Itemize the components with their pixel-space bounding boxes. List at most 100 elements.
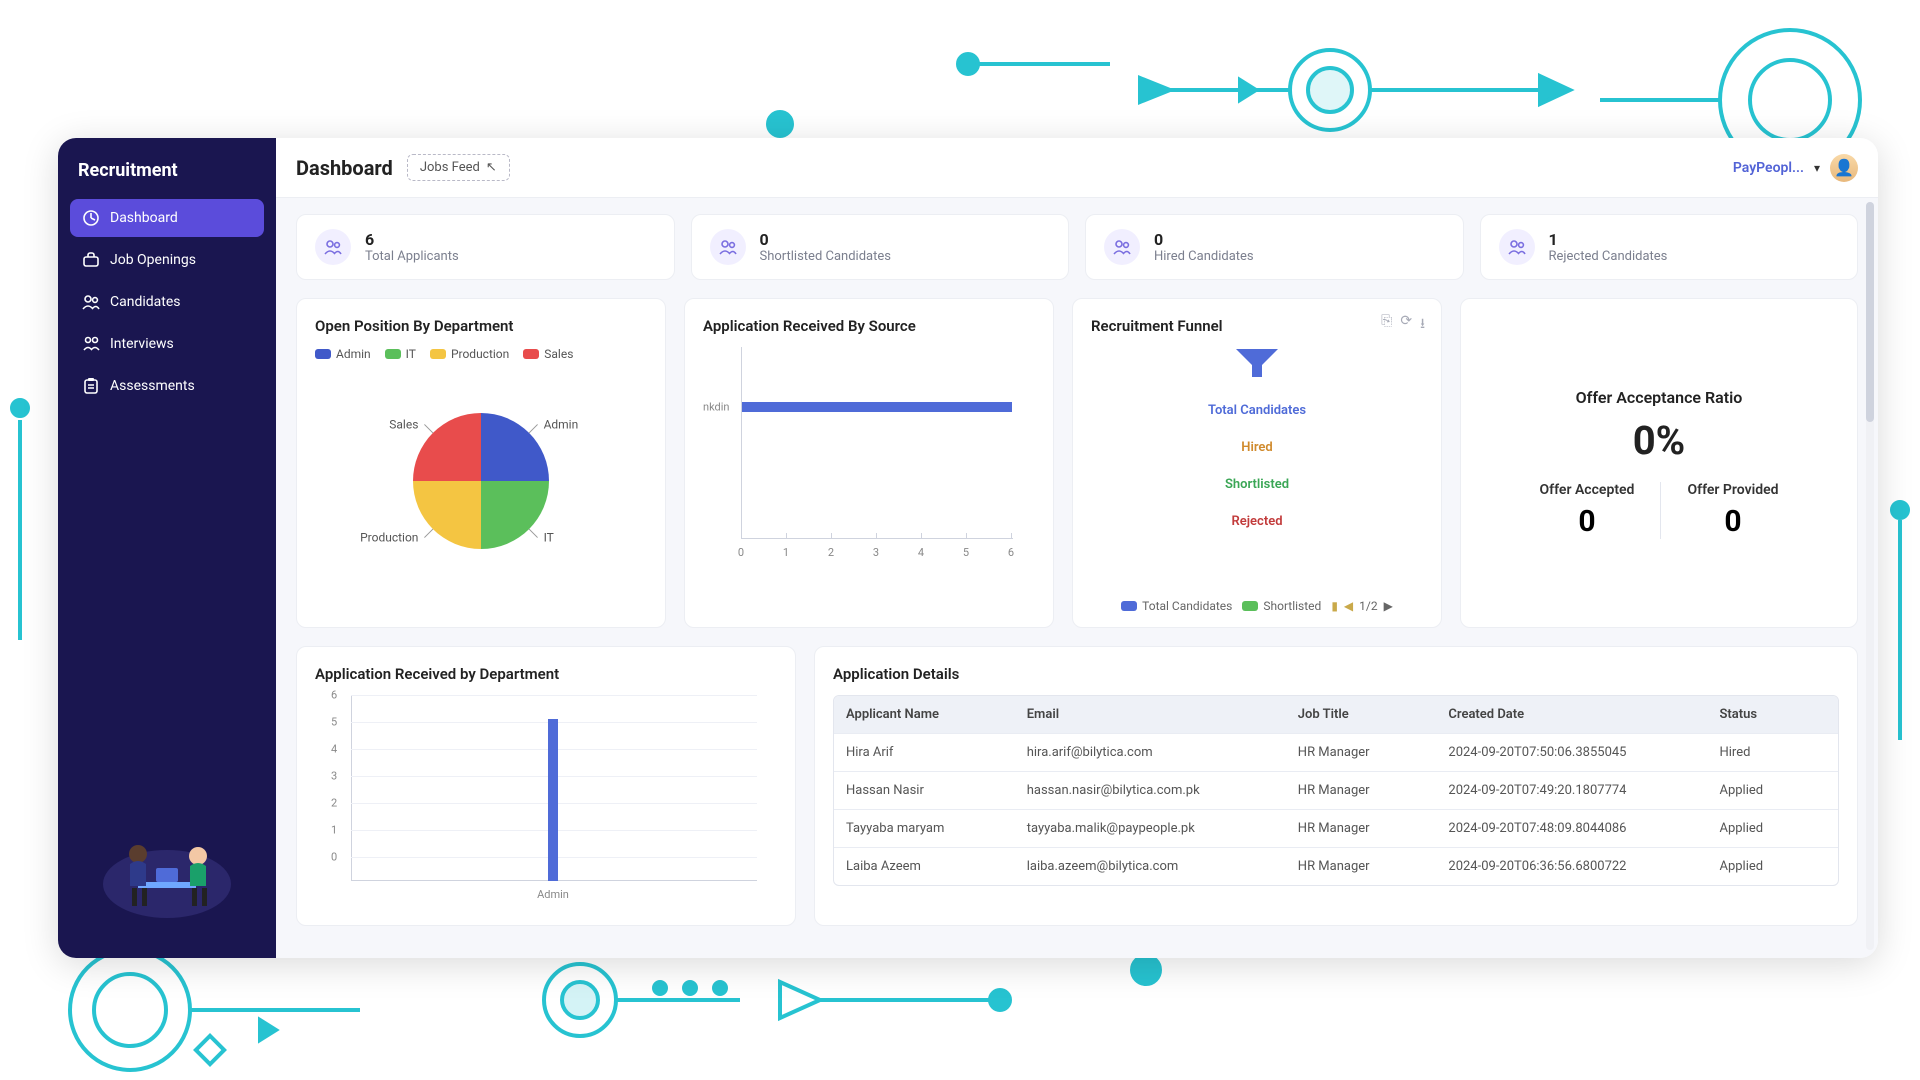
bottom-row: Application Received by Department 01234… (296, 646, 1858, 926)
sidebar-item-interviews[interactable]: Interviews (70, 325, 264, 363)
table-cell: 2024-09-20T06:36:56.6800722 (1436, 848, 1707, 885)
offer-ratio-card: Offer Acceptance Ratio 0% Offer Accepted… (1460, 298, 1858, 628)
table-row[interactable]: Hassan Nasirhassan.nasir@bilytica.com.pk… (834, 771, 1838, 809)
table-cell: Applied (1707, 810, 1838, 847)
funnel-card: Recruitment Funnel ⎘ ⟳ ⭳ Total Candidate… (1072, 298, 1442, 628)
kpi-card: 0Shortlisted Candidates (691, 214, 1070, 280)
interview-icon (82, 335, 100, 353)
sidebar-item-dashboard[interactable]: Dashboard (70, 199, 264, 237)
pie-legend: Admin IT Production Sales (315, 347, 647, 361)
sidebar-title: Recruitment (70, 160, 264, 199)
kpi-row: 6Total Applicants0Shortlisted Candidates… (296, 214, 1858, 280)
funnel-stage: Hired (1241, 440, 1272, 455)
table-cell: 2024-09-20T07:50:06.3855045 (1436, 734, 1707, 771)
pager-first-icon[interactable]: ▮ (1331, 599, 1338, 613)
briefcase-icon (82, 251, 100, 269)
funnel-legend: Total Candidates Shortlisted ▮ ◀ 1/2 ▶ (1073, 599, 1441, 613)
user-menu-label[interactable]: PayPeopl... (1733, 160, 1804, 176)
kpi-value: 0 (1154, 230, 1254, 249)
offer-accepted-label: Offer Accepted (1539, 482, 1634, 498)
table-column-header[interactable]: Created Date (1436, 696, 1707, 733)
table-cell: Applied (1707, 848, 1838, 885)
table-row[interactable]: Hira Arifhira.arif@bilytica.comHR Manage… (834, 733, 1838, 771)
table-cell: HR Manager (1286, 734, 1437, 771)
sidebar-item-label: Dashboard (110, 210, 178, 226)
main-area: Dashboard Jobs Feed ↖ PayPeopl... ▾ 👤 6T… (276, 138, 1878, 958)
kpi-card: 1Rejected Candidates (1480, 214, 1859, 280)
funnel-pager: ▮ ◀ 1/2 ▶ (1331, 599, 1393, 613)
card-title: Open Position By Department (315, 317, 647, 335)
table-cell: Applied (1707, 772, 1838, 809)
card-title: Application Details (833, 665, 1839, 683)
pie-chart: AdminITProductionSales (351, 371, 611, 571)
kpi-label: Total Applicants (365, 249, 459, 264)
legend-item: Shortlisted (1242, 599, 1321, 613)
funnel-stage: Total Candidates (1208, 403, 1306, 418)
table-cell: Hassan Nasir (834, 772, 1015, 809)
offer-title: Offer Acceptance Ratio (1576, 388, 1743, 407)
scrollbar[interactable] (1866, 202, 1874, 950)
dashboard-icon (82, 209, 100, 227)
funnel-tools: ⎘ ⟳ ⭳ (1381, 313, 1425, 337)
table-column-header[interactable]: Job Title (1286, 696, 1437, 733)
kpi-value: 6 (365, 230, 459, 249)
sidebar-item-label: Job Openings (110, 252, 196, 268)
offer-percent: 0% (1633, 417, 1686, 464)
legend-item: Production (430, 347, 509, 361)
funnel-stage: Shortlisted (1225, 477, 1289, 492)
pager-next-icon[interactable]: ▶ (1384, 599, 1393, 613)
clipboard-icon (82, 377, 100, 395)
app-details-card: Application Details Applicant NameEmailJ… (814, 646, 1858, 926)
app-window: Recruitment Dashboard Job Openings Candida… (58, 138, 1878, 958)
app-source-card: Application Received By Source 0123456nk… (684, 298, 1054, 628)
table-column-header[interactable]: Status (1707, 696, 1838, 733)
card-title: Application Received by Department (315, 665, 777, 683)
funnel-stage: Rejected (1231, 514, 1282, 529)
sidebar-item-job-openings[interactable]: Job Openings (70, 241, 264, 279)
legend-item: Total Candidates (1121, 599, 1232, 613)
copy-icon[interactable]: ⎘ (1381, 313, 1392, 337)
avatar[interactable]: 👤 (1830, 154, 1858, 182)
svg-text:IT: IT (544, 531, 554, 545)
kpi-label: Rejected Candidates (1549, 249, 1668, 264)
table-cell: hassan.nasir@bilytica.com.pk (1015, 772, 1286, 809)
table-column-header[interactable]: Applicant Name (834, 696, 1015, 733)
refresh-icon[interactable]: ⟳ (1400, 313, 1412, 337)
jobs-feed-label: Jobs Feed (420, 160, 480, 175)
pager-prev-icon[interactable]: ◀ (1344, 599, 1353, 613)
offer-provided-value: 0 (1687, 504, 1778, 539)
app-dept-card: Application Received by Department 01234… (296, 646, 796, 926)
table-column-header[interactable]: Email (1015, 696, 1286, 733)
card-title: Recruitment Funnel (1091, 317, 1423, 335)
kpi-label: Shortlisted Candidates (760, 249, 891, 264)
kpi-label: Hired Candidates (1154, 249, 1254, 264)
table-cell: tayyaba.malik@paypeople.pk (1015, 810, 1286, 847)
kpi-value: 0 (760, 230, 891, 249)
table-cell: 2024-09-20T07:49:20.1807774 (1436, 772, 1707, 809)
offer-accepted-value: 0 (1539, 504, 1634, 539)
sidebar-item-candidates[interactable]: Candidates (70, 283, 264, 321)
legend-item: Admin (315, 347, 371, 361)
download-icon[interactable]: ⭳ (1420, 313, 1425, 337)
sidebar-item-assessments[interactable]: Assessments (70, 367, 264, 405)
table-cell: Hired (1707, 734, 1838, 771)
card-title: Application Received By Source (703, 317, 1035, 335)
chevron-down-icon[interactable]: ▾ (1814, 161, 1820, 175)
jobs-feed-button[interactable]: Jobs Feed ↖ (407, 154, 510, 181)
svg-text:Production: Production (360, 531, 418, 545)
table-row[interactable]: Laiba Azeemlaiba.azeem@bilytica.comHR Ma… (834, 847, 1838, 885)
svg-text:Sales: Sales (389, 417, 418, 431)
topbar: Dashboard Jobs Feed ↖ PayPeopl... ▾ 👤 (276, 138, 1878, 198)
table-cell: 2024-09-20T07:48:09.8044086 (1436, 810, 1707, 847)
sidebar-nav: Dashboard Job Openings Candidates Interview… (70, 199, 264, 409)
charts-row: Open Position By Department Admin IT Produ… (296, 298, 1858, 628)
applications-table: Applicant NameEmailJob TitleCreated Date… (833, 695, 1839, 886)
table-row[interactable]: Tayyaba maryamtayyaba.malik@paypeople.pk… (834, 809, 1838, 847)
sidebar-item-label: Interviews (110, 336, 174, 352)
legend-item: Sales (523, 347, 573, 361)
hired-icon (1104, 229, 1140, 265)
legend-item: IT (385, 347, 416, 361)
shortlist-icon (710, 229, 746, 265)
sidebar-illustration (92, 812, 242, 926)
sidebar-item-label: Candidates (110, 294, 181, 310)
